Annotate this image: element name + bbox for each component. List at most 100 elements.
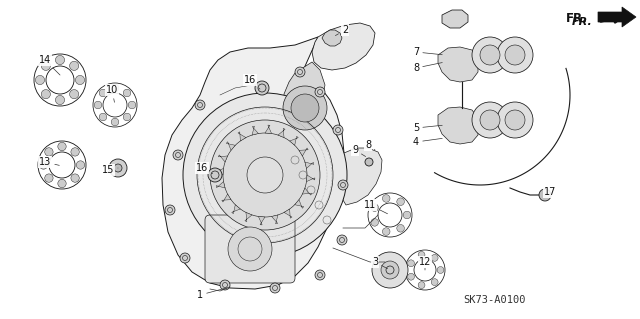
Polygon shape [303,188,312,195]
Circle shape [70,61,79,70]
Polygon shape [299,148,308,156]
Circle shape [58,142,66,151]
Polygon shape [294,200,304,208]
Text: 16: 16 [196,163,212,174]
Polygon shape [238,132,246,141]
Circle shape [56,95,65,105]
Circle shape [124,113,131,121]
Circle shape [247,157,283,193]
Circle shape [383,228,390,235]
Circle shape [338,180,348,190]
Circle shape [480,110,500,130]
Text: 9: 9 [352,145,365,157]
Circle shape [183,93,347,257]
Circle shape [180,253,190,263]
Text: 10: 10 [106,85,118,102]
Circle shape [45,174,53,182]
Polygon shape [305,162,314,168]
Polygon shape [271,215,278,224]
Circle shape [109,159,127,177]
Polygon shape [252,126,259,135]
Circle shape [497,102,533,138]
Circle shape [418,251,425,258]
Circle shape [128,101,136,109]
Polygon shape [284,62,325,118]
Circle shape [124,89,131,97]
Circle shape [315,87,325,97]
Polygon shape [162,37,344,289]
Circle shape [472,102,508,138]
Circle shape [56,56,65,64]
Circle shape [173,150,183,160]
Circle shape [408,273,415,280]
Circle shape [403,211,411,219]
Polygon shape [216,182,225,188]
Polygon shape [442,10,468,28]
Circle shape [365,158,373,166]
Circle shape [45,148,53,156]
Polygon shape [215,168,223,175]
Circle shape [431,255,438,261]
Polygon shape [307,175,315,182]
Text: 17: 17 [544,187,556,197]
Circle shape [35,75,45,85]
Text: 14: 14 [39,55,60,75]
Circle shape [39,161,47,169]
Circle shape [228,227,272,271]
Circle shape [76,161,84,169]
Text: 12: 12 [419,257,431,270]
Text: 1: 1 [197,288,227,300]
Text: 2: 2 [335,25,348,36]
Polygon shape [342,148,382,205]
Circle shape [397,225,404,232]
Circle shape [408,260,415,267]
Circle shape [195,100,205,110]
Text: 16: 16 [244,75,260,89]
Circle shape [371,204,378,211]
Circle shape [472,37,508,73]
Polygon shape [259,217,265,225]
Circle shape [418,282,425,288]
Polygon shape [438,47,478,82]
Text: 11: 11 [364,200,387,214]
Circle shape [270,283,280,293]
Circle shape [505,45,525,65]
Text: FR.: FR. [572,17,593,27]
Circle shape [70,90,79,99]
Text: 8: 8 [365,140,375,150]
Polygon shape [222,194,231,202]
Circle shape [210,120,320,230]
Circle shape [381,261,399,279]
Circle shape [111,84,119,92]
Circle shape [437,267,444,273]
Circle shape [114,164,122,172]
Circle shape [99,113,107,121]
Circle shape [480,45,500,65]
Circle shape [539,189,551,201]
Text: 15: 15 [102,165,118,175]
Polygon shape [598,7,636,27]
Circle shape [94,101,102,109]
Text: FR.: FR. [566,11,588,25]
Circle shape [371,219,378,226]
Circle shape [372,252,408,288]
Polygon shape [438,107,478,144]
Circle shape [165,205,175,215]
Text: 8: 8 [413,63,442,73]
Polygon shape [218,155,228,162]
Circle shape [71,174,79,182]
Circle shape [333,125,343,135]
Polygon shape [232,205,240,214]
Polygon shape [227,142,236,150]
Text: SK73-A0100: SK73-A0100 [464,295,526,305]
Polygon shape [265,125,271,134]
Polygon shape [322,30,342,46]
Text: 7: 7 [413,47,442,57]
Polygon shape [312,23,375,70]
Polygon shape [278,129,285,137]
Circle shape [220,280,230,290]
Circle shape [255,81,269,95]
Text: 5: 5 [413,123,442,133]
Polygon shape [290,136,298,145]
Circle shape [283,86,327,130]
